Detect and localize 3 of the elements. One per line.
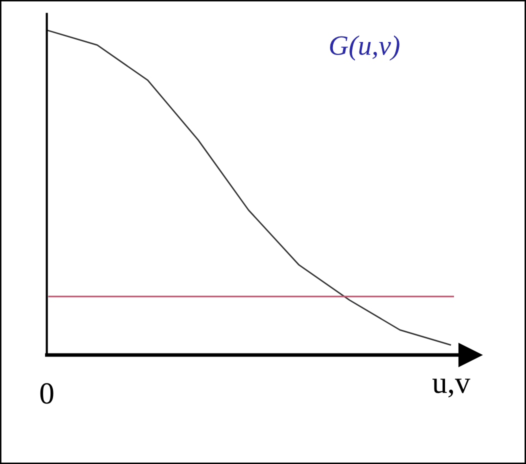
- text: 0: [40, 383, 54, 404]
- x-axis-title: u,v: [432, 378, 470, 398]
- annotation: G(u,v): [330, 35, 400, 61]
